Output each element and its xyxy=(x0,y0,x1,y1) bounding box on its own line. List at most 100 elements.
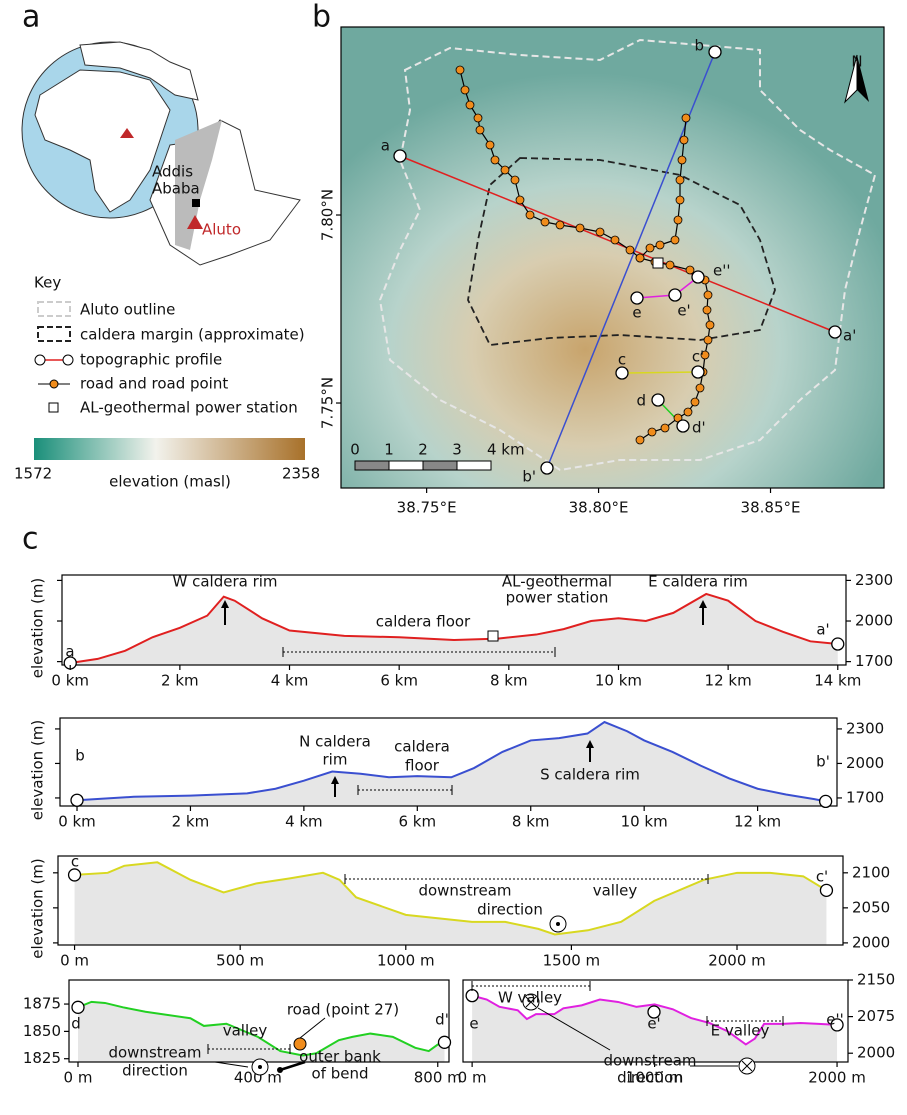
road-point xyxy=(683,407,693,417)
point-label: b xyxy=(75,747,85,765)
plot-frame xyxy=(59,717,838,807)
point-label: a xyxy=(65,643,74,661)
profile-end xyxy=(71,1000,85,1014)
annotation: valley xyxy=(593,882,638,900)
x-tick-label: 4 km xyxy=(285,813,323,831)
x-tick-label: 4 km xyxy=(271,672,309,690)
annotation: caldera floor xyxy=(376,613,471,631)
arrow-head xyxy=(277,1067,283,1073)
y-tick-label: 2300 xyxy=(846,719,884,737)
road-point xyxy=(485,140,495,150)
point-label: a' xyxy=(843,327,856,345)
point-label: e'' xyxy=(713,262,730,280)
scale-label: 1 xyxy=(384,441,394,459)
point-label: a xyxy=(381,137,390,155)
road-point xyxy=(705,320,715,330)
annotation: downstream xyxy=(418,882,511,900)
road-point xyxy=(575,223,585,233)
road-point xyxy=(555,220,565,230)
profile-end xyxy=(691,365,705,379)
map xyxy=(341,27,884,488)
profile-end xyxy=(393,149,407,163)
key-item: topographic profile xyxy=(80,351,222,369)
annotation: direction xyxy=(122,1062,188,1080)
road-point xyxy=(675,195,685,205)
y-tick-label: 7.75°N xyxy=(319,377,337,429)
point-label: e'' xyxy=(826,1011,843,1029)
road-point xyxy=(515,195,525,205)
profile-end xyxy=(465,988,479,1003)
profile xyxy=(77,1000,445,1057)
road-point xyxy=(635,253,645,263)
x-tick-label: 14 km xyxy=(814,672,861,690)
scale-label: 4 km xyxy=(487,441,525,459)
y-tick-label: 2300 xyxy=(855,571,893,589)
profile-end xyxy=(668,288,682,302)
colorbar-min: 1572 xyxy=(14,465,52,483)
flow-symbol xyxy=(258,1065,262,1069)
road-point xyxy=(475,125,485,135)
road-point xyxy=(473,113,483,123)
annotation: of bend xyxy=(311,1065,368,1083)
leader xyxy=(299,1017,326,1039)
y-tick-label: 1875 xyxy=(23,995,61,1013)
y-tick-label: 1850 xyxy=(23,1022,61,1040)
x-tick-label: 1500 m xyxy=(543,952,601,970)
point-label: b' xyxy=(522,468,536,486)
y-tick-label: 2075 xyxy=(857,1007,895,1025)
profile-end xyxy=(828,325,842,339)
annotation: direction xyxy=(617,1069,683,1087)
profile xyxy=(471,994,838,1046)
profile-end xyxy=(615,366,629,380)
arrow xyxy=(279,1060,306,1072)
profile-end xyxy=(830,1018,844,1032)
y-tick-label: 2000 xyxy=(846,754,884,772)
profile-end xyxy=(437,1035,452,1049)
arrow-head xyxy=(221,600,229,608)
annotation: W caldera rim xyxy=(172,573,277,591)
x-tick-label: 38.85°E xyxy=(741,499,801,517)
road-point xyxy=(500,165,510,175)
profile-end xyxy=(540,461,554,475)
profile-end xyxy=(819,883,834,897)
profile-end xyxy=(708,45,722,59)
road-point xyxy=(675,175,685,185)
panel-label: c xyxy=(22,522,39,557)
point-label: e' xyxy=(677,302,690,320)
y-axis-label: elevation (m) xyxy=(29,858,47,959)
road-point xyxy=(700,350,710,360)
y-tick-label: 2000 xyxy=(852,933,890,951)
x-tick-label: 2000 m xyxy=(708,952,766,970)
road-point xyxy=(455,65,465,75)
map-frame xyxy=(340,26,885,489)
road-point xyxy=(703,290,713,300)
power-station xyxy=(487,630,499,642)
x-tick-label: 2 km xyxy=(161,672,199,690)
annotation: direction xyxy=(477,901,543,919)
point-label: e' xyxy=(647,1015,660,1033)
x-tick-label: 500 m xyxy=(216,952,264,970)
y-tick-label: 1700 xyxy=(855,652,893,670)
profile-end xyxy=(70,793,84,807)
x-tick-label: 0 m xyxy=(458,1069,487,1087)
x-tick-label: 10 km xyxy=(595,672,642,690)
x-tick-label: 8 km xyxy=(490,672,528,690)
road-point xyxy=(647,427,657,437)
colorbar-max: 2358 xyxy=(282,465,320,483)
profile-line xyxy=(399,155,836,333)
profile-end xyxy=(831,637,845,651)
road-point xyxy=(625,245,635,255)
road-point xyxy=(540,217,550,227)
annotation: downstream xyxy=(603,1052,696,1070)
road-point xyxy=(490,155,500,165)
arrow-head xyxy=(699,600,707,608)
x-tick-label: 2000 m xyxy=(808,1069,866,1087)
area xyxy=(74,862,827,945)
colorbar-label: elevation (masl) xyxy=(109,473,231,491)
key-title: Key xyxy=(34,274,61,292)
annotation: caldera xyxy=(394,738,450,756)
annotation: road (point 27) xyxy=(287,1001,399,1019)
city-label: Addis xyxy=(152,163,193,181)
road-point xyxy=(595,227,605,237)
road-point xyxy=(660,423,670,433)
